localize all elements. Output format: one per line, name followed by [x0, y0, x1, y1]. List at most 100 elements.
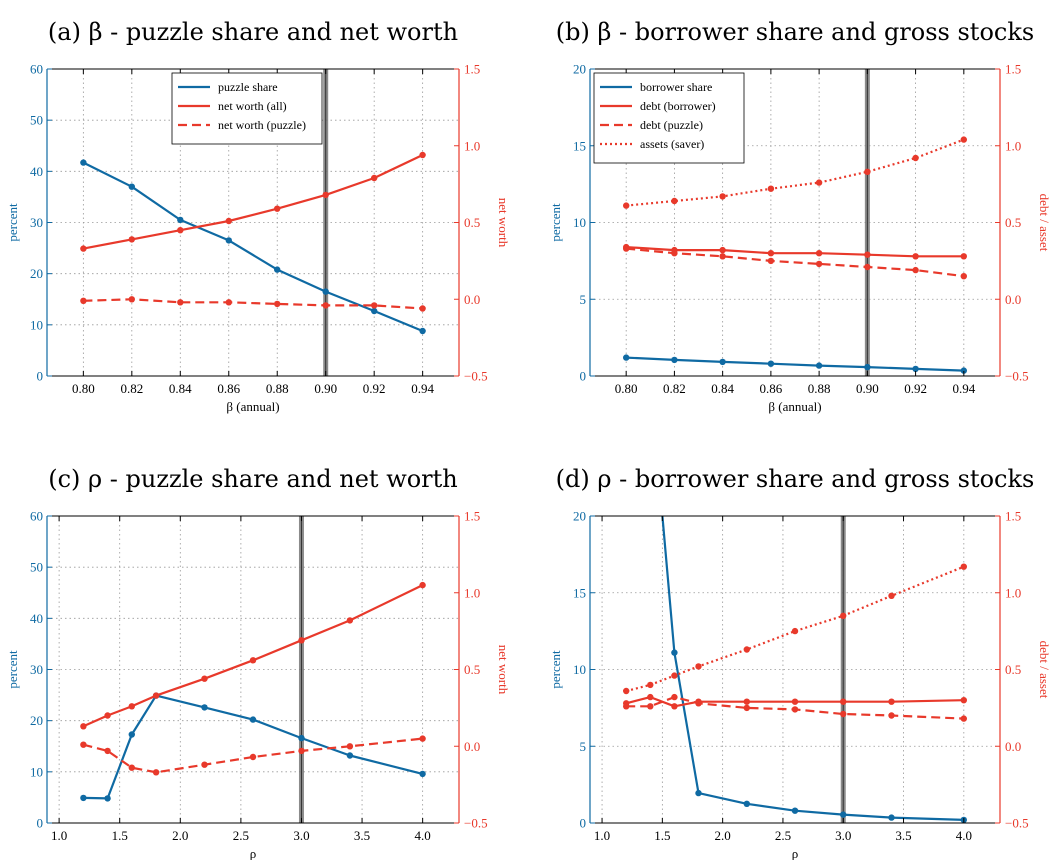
series-group — [623, 136, 967, 374]
panel-c: (c) ρ - puzzle share and net worth 1.0 1.5… — [5, 465, 511, 860]
data-point — [623, 703, 630, 710]
series-line — [82, 161, 424, 333]
x-tick-label: 4.0 — [956, 828, 972, 843]
x-axis-label: ρ — [250, 846, 257, 860]
legend-box — [171, 72, 323, 145]
x-tick-label: 1.0 — [594, 828, 610, 843]
y-tick-label: 50 — [30, 560, 43, 575]
data-point — [249, 657, 257, 664]
legend-label: puzzle share — [218, 80, 278, 94]
y2-tick-label: 1.0 — [464, 585, 480, 600]
data-point — [177, 299, 184, 306]
y-tick-label: 5 — [580, 739, 587, 754]
data-point — [80, 159, 87, 166]
data-point — [419, 327, 426, 335]
y-tick-label: 0 — [580, 369, 587, 384]
data-point — [767, 360, 775, 367]
y2-tick-label: 0.0 — [464, 739, 480, 754]
legend-label: net worth (all) — [218, 99, 287, 113]
data-point — [274, 266, 281, 273]
x-axis-label: β (annual) — [226, 399, 279, 414]
y2-tick-label: −0.5 — [1005, 816, 1029, 831]
data-point — [815, 260, 823, 268]
x-tick-label: 1.5 — [654, 828, 670, 843]
series-group — [80, 581, 426, 802]
data-point — [80, 297, 87, 304]
data-point — [815, 362, 823, 369]
data-point — [888, 712, 895, 719]
y2-axis-label: net worth — [496, 198, 511, 248]
data-point — [864, 168, 871, 175]
y-tick-label: 40 — [30, 164, 43, 179]
y-axis-label: percent — [5, 203, 20, 242]
x-tick-label: 0.92 — [363, 381, 386, 396]
data-point — [80, 741, 87, 748]
data-point — [419, 305, 426, 312]
y-tick-label: 30 — [30, 215, 43, 230]
series-line — [661, 516, 964, 821]
x-tick-label: 0.82 — [120, 381, 143, 396]
data-point — [791, 807, 799, 814]
series-line — [83, 154, 424, 250]
y-tick-label: 20 — [573, 509, 586, 524]
data-point — [128, 183, 135, 190]
data-point — [623, 687, 630, 695]
data-point — [791, 706, 799, 713]
data-point — [80, 723, 87, 730]
x-tick-label: 0.94 — [952, 381, 975, 396]
y-axis-label: percent — [548, 650, 563, 689]
panel-d: (d) ρ - borrower share and gross stocks 1… — [548, 465, 1052, 860]
data-point — [912, 266, 919, 274]
y-tick-label: 30 — [30, 662, 43, 677]
x-tick-label: 0.88 — [266, 381, 289, 396]
data-point — [767, 257, 775, 265]
y-tick-label: 60 — [30, 509, 43, 524]
x-tick-label: 3.0 — [835, 828, 851, 843]
x-tick-label: 2.5 — [233, 828, 249, 843]
data-point — [912, 154, 919, 162]
y2-tick-label: 0.5 — [464, 662, 480, 677]
data-point — [128, 703, 135, 710]
data-point — [912, 253, 919, 260]
data-point — [274, 300, 281, 308]
data-point — [346, 752, 354, 759]
data-point — [80, 794, 87, 802]
x-axis-label: ρ — [792, 846, 799, 860]
y-tick-label: 0 — [37, 816, 44, 831]
y-tick-label: 40 — [30, 611, 43, 626]
data-point — [80, 245, 87, 252]
y2-tick-label: 0.0 — [1005, 292, 1021, 307]
series-group — [623, 516, 967, 823]
y2-tick-label: 0.0 — [1005, 739, 1021, 754]
x-tick-label: 2.5 — [775, 828, 791, 843]
data-point — [671, 672, 678, 679]
data-point — [767, 185, 775, 192]
data-point — [840, 698, 847, 705]
legend-label: assets (saver) — [640, 137, 704, 151]
y2-tick-label: −0.5 — [1005, 369, 1029, 384]
data-point — [888, 814, 895, 821]
data-point — [695, 700, 702, 707]
y2-axis-label: net worth — [496, 645, 511, 695]
series-line — [626, 695, 964, 720]
data-point — [791, 698, 799, 705]
data-point — [104, 712, 111, 719]
legend-label: borrower share — [640, 80, 712, 94]
y2-tick-label: −0.5 — [464, 816, 488, 831]
data-point — [815, 250, 823, 257]
y-tick-label: 20 — [30, 266, 43, 281]
data-point — [960, 715, 967, 722]
y-axis-label: percent — [548, 203, 563, 242]
data-point — [298, 734, 305, 742]
legend-label: net worth (puzzle) — [218, 118, 306, 132]
data-point — [104, 747, 111, 755]
x-axis-label: β (annual) — [768, 399, 821, 414]
chart-title: (c) ρ - puzzle share and net worth — [48, 465, 458, 493]
y-tick-label: 10 — [30, 317, 43, 332]
y2-tick-label: 1.5 — [464, 62, 480, 77]
y2-tick-label: 0.5 — [1005, 662, 1021, 677]
data-point — [419, 735, 426, 742]
y-axis-label: percent — [5, 650, 20, 689]
data-point — [888, 592, 895, 599]
